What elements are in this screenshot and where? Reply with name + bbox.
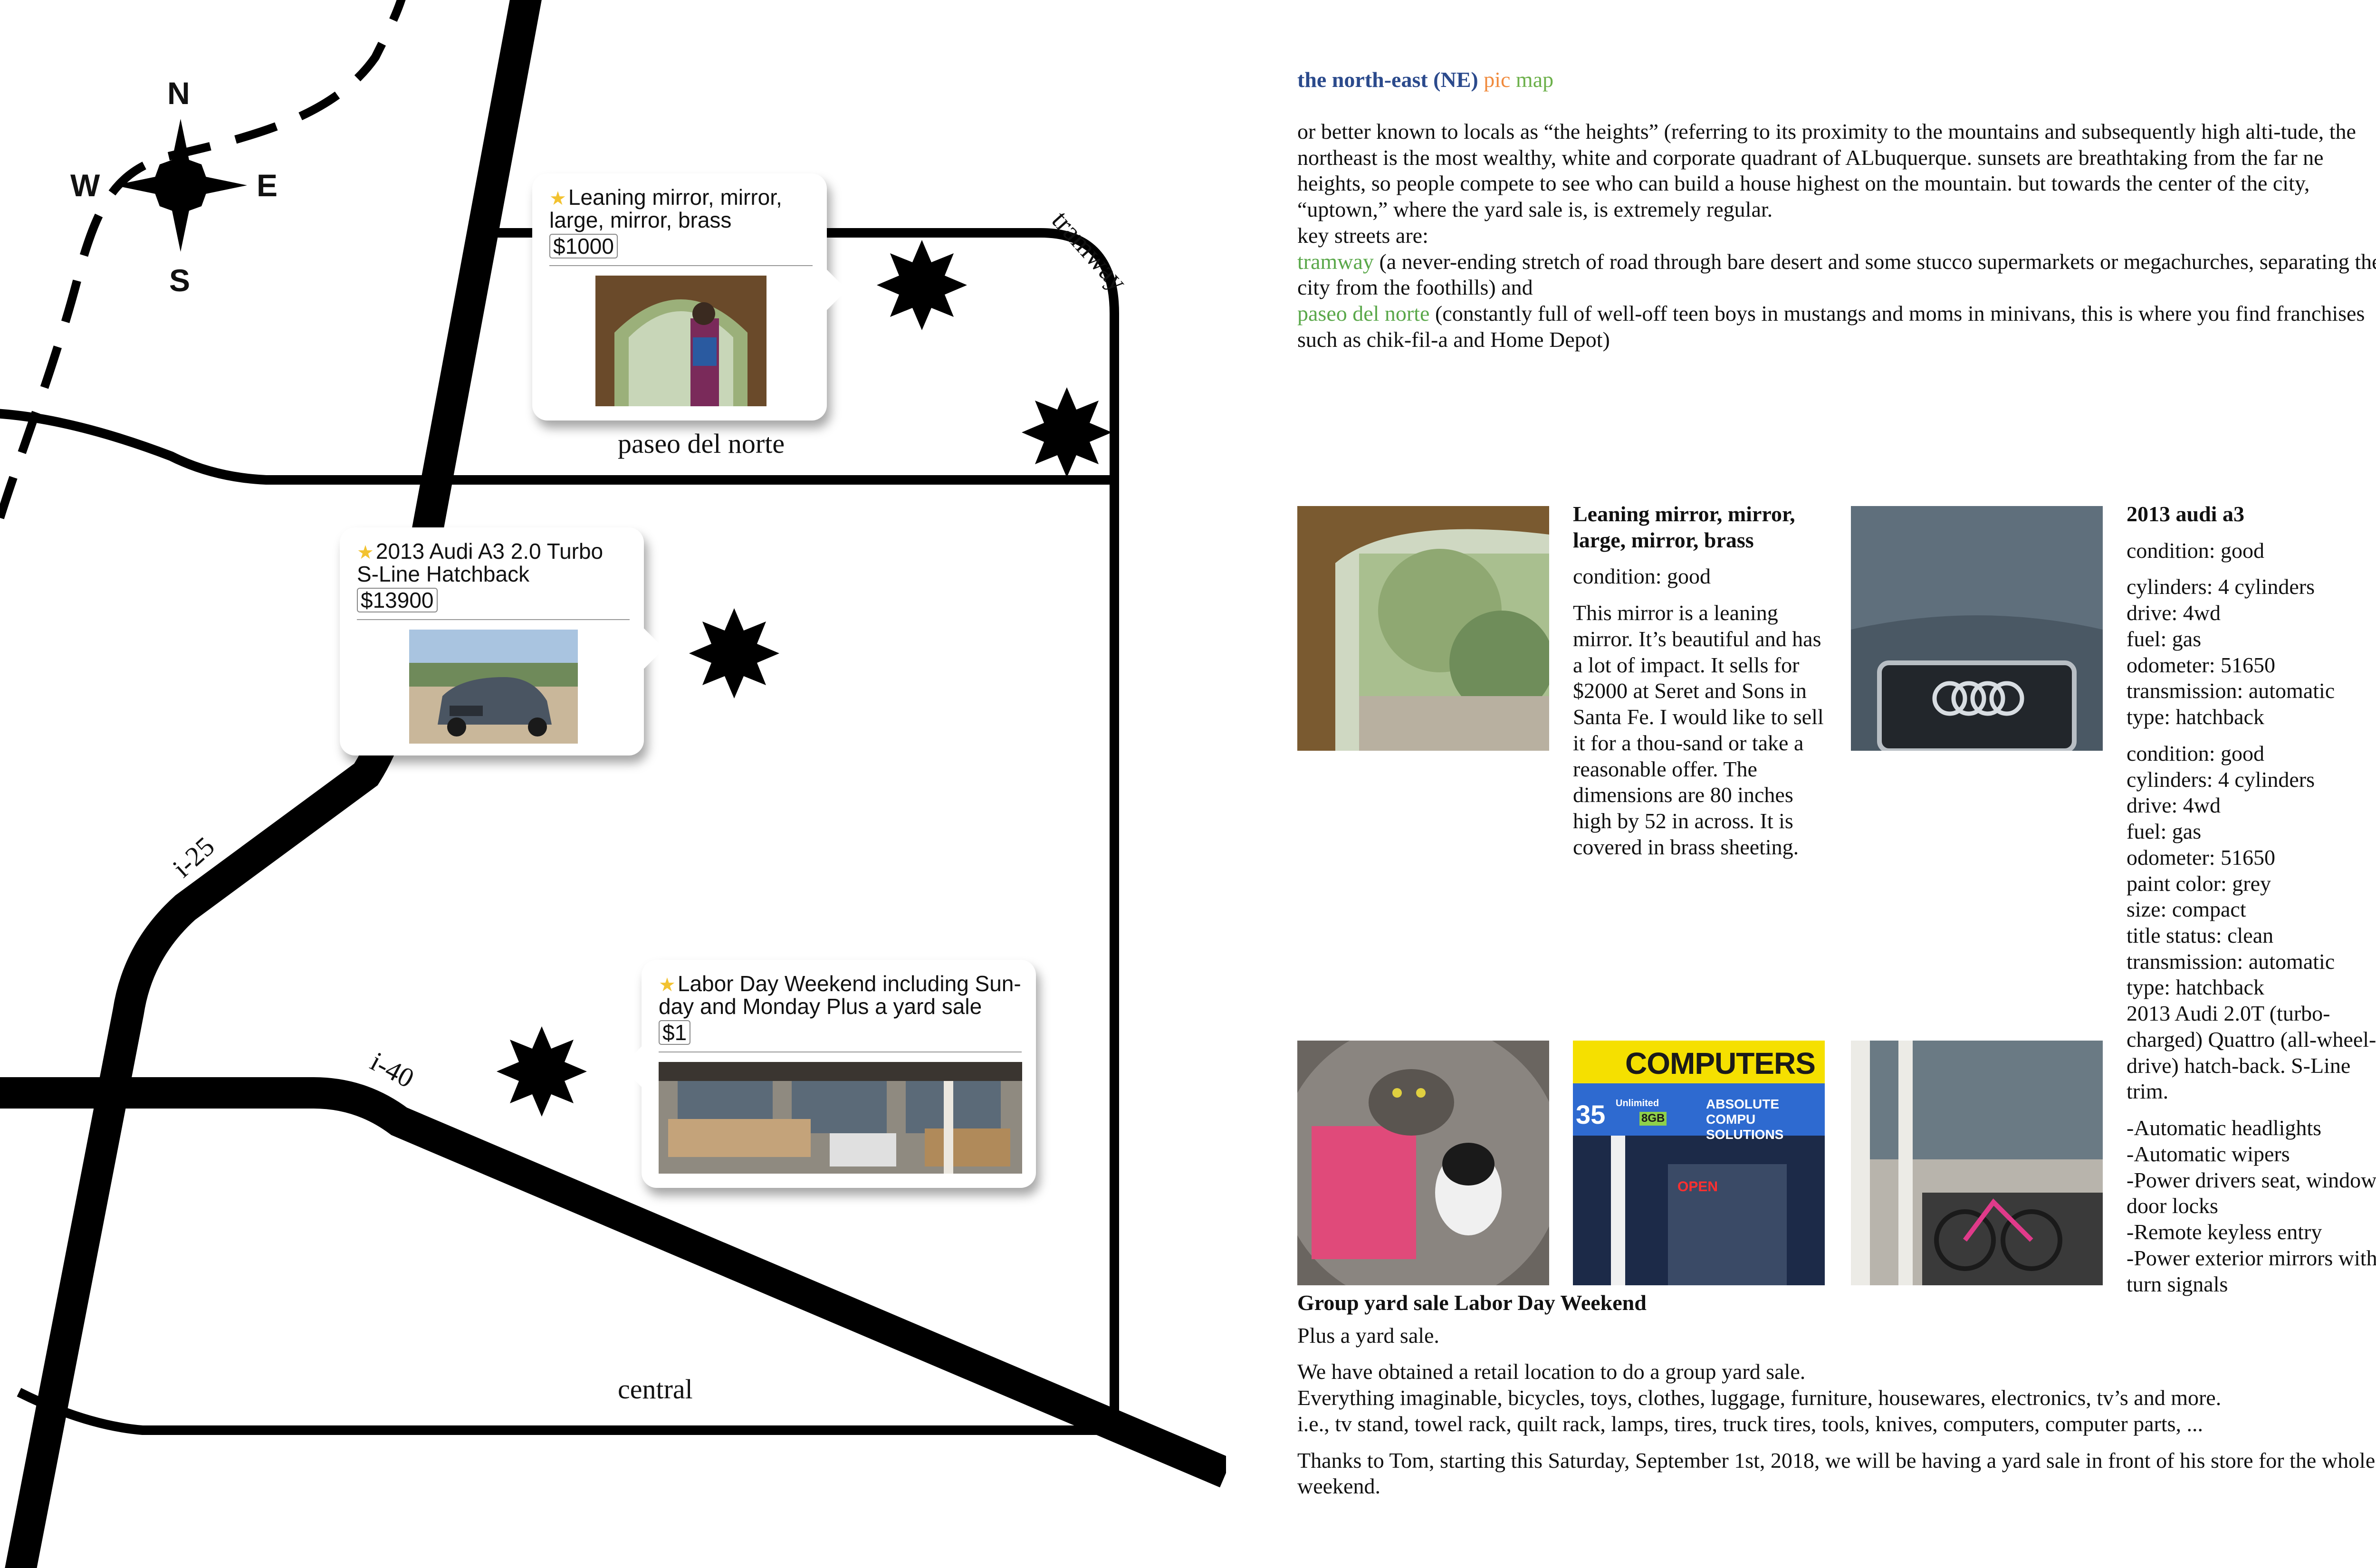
cats-photo[interactable] <box>1297 1041 1549 1285</box>
street-name-paseo: paseo del norte <box>1297 301 1430 326</box>
yard-sale-p2: Everything imaginable, bicycles, toys, c… <box>1297 1386 2222 1410</box>
compass-s-label: S <box>169 263 191 298</box>
open-sign: OPEN <box>1677 1179 1718 1195</box>
audi-specs-1: cylinders: 4 cylinders drive: 4wd fuel: … <box>2127 574 2335 729</box>
road-network <box>0 0 1226 1568</box>
favorite-star-icon: ★ <box>659 975 676 995</box>
store-photo[interactable]: COMPUTERS ABSOLUTE COMPU SOLUTIONS 35 Un… <box>1573 1041 1825 1285</box>
location-star-icon <box>877 240 967 330</box>
favorite-star-icon: ★ <box>549 188 566 209</box>
audi-thumbnail[interactable] <box>409 629 578 744</box>
audi-title: 2013 audi a3 <box>2127 502 2244 526</box>
audi-photo[interactable] <box>1851 506 2103 751</box>
mirror-thumbnail[interactable] <box>595 275 766 406</box>
store-number: 35 <box>1576 1100 1606 1129</box>
listing-title: ★Labor Day Weekend including Sun-day and… <box>659 971 1021 1019</box>
yard-sale-text: Group yard sale Labor Day Weekend Plus a… <box>1297 1290 2376 1510</box>
yard-sale-p4: Thanks to Tom, starting this Saturday, S… <box>1297 1448 2376 1499</box>
road-label-paseo-del-norte: paseo del norte <box>618 428 785 459</box>
listing-title: ★2013 Audi A3 2.0 Turbo S-Line Hatchback <box>357 539 604 587</box>
location-star-icon <box>689 608 779 698</box>
store-sign: COMPUTERS <box>1625 1046 1816 1080</box>
listing-price: $1000 <box>549 233 618 258</box>
bicycles-photo[interactable] <box>1851 1041 2103 1285</box>
page-title: the north-east (NE) pic map <box>1297 67 1554 92</box>
dashed-trail <box>0 0 406 519</box>
road-central <box>17 1388 1114 1435</box>
road-i25 <box>5 0 542 1568</box>
audi-details: 2013 audi a3 condition: good cylinders: … <box>2127 501 2376 1308</box>
audi-specs-2: condition: good cylinders: 4 cylinders d… <box>2127 741 2376 1104</box>
mirror-description: This mirror is a leaning mirror. It’s be… <box>1573 601 1824 859</box>
audi-features: -Automatic headlights -Automatic wipers … <box>2127 1116 2376 1296</box>
mirror-condition: condition: good <box>1573 564 1711 589</box>
favorite-star-icon: ★ <box>357 542 374 563</box>
store-badge: Unlimited <box>1616 1098 1659 1109</box>
article-page: the north-east (NE) pic map or better kn… <box>1297 0 2376 1568</box>
listing-price: $1 <box>659 1020 691 1045</box>
location-star-icon <box>497 1026 587 1117</box>
yard-sale-p1: We have obtained a retail location to do… <box>1297 1359 1806 1384</box>
yard-sale-p3: i.e., tv stand, towel rack, quilt rack, … <box>1297 1411 2204 1436</box>
mirror-details: Leaning mirror, mirror, large, mirror, b… <box>1573 501 1830 871</box>
mirror-photo[interactable] <box>1297 506 1549 751</box>
yard-sale-title: Group yard sale Labor Day Weekend <box>1297 1291 1647 1315</box>
road-label-central: central <box>618 1374 693 1405</box>
compass-rose-icon <box>114 119 247 252</box>
location-star-icon <box>1022 387 1112 478</box>
store-sign-2: ABSOLUTE COMPU SOLUTIONS <box>1706 1097 1784 1142</box>
compass-n-label: N <box>167 76 190 111</box>
road-i40 <box>0 1077 1226 1488</box>
compass-e-label: E <box>257 168 278 203</box>
audi-condition: condition: good <box>2127 538 2265 563</box>
neighborhood-map: N S W E tramway paseo del norte i-25 i-4… <box>0 0 1226 1568</box>
road-tramway <box>489 228 1119 1416</box>
store-badge-2: 8GB <box>1639 1112 1667 1126</box>
listing-bubble-audi[interactable]: ★2013 Audi A3 2.0 Turbo S-Line Hatchback … <box>340 527 664 755</box>
listing-bubble-yard-sale[interactable]: ★Labor Day Weekend including Sun-day and… <box>621 960 1036 1188</box>
compass-w-label: W <box>70 168 100 203</box>
listing-title: ★Leaning mirror, mirror, large, mirror, b… <box>549 185 782 233</box>
yard-sale-subtitle: Plus a yard sale. <box>1297 1323 1439 1348</box>
yard-sale-thumbnail[interactable] <box>659 1061 1022 1174</box>
mirror-title: Leaning mirror, mirror, large, mirror, b… <box>1573 502 1795 552</box>
listing-bubble-mirror[interactable]: ★Leaning mirror, mirror, large, mirror, b… <box>532 173 847 421</box>
road-paseo-del-norte <box>0 409 1119 485</box>
listing-price: $13900 <box>357 587 438 612</box>
intro-text: or better known to locals as “the height… <box>1297 119 2376 352</box>
street-name-tramway: tramway <box>1297 249 1374 274</box>
